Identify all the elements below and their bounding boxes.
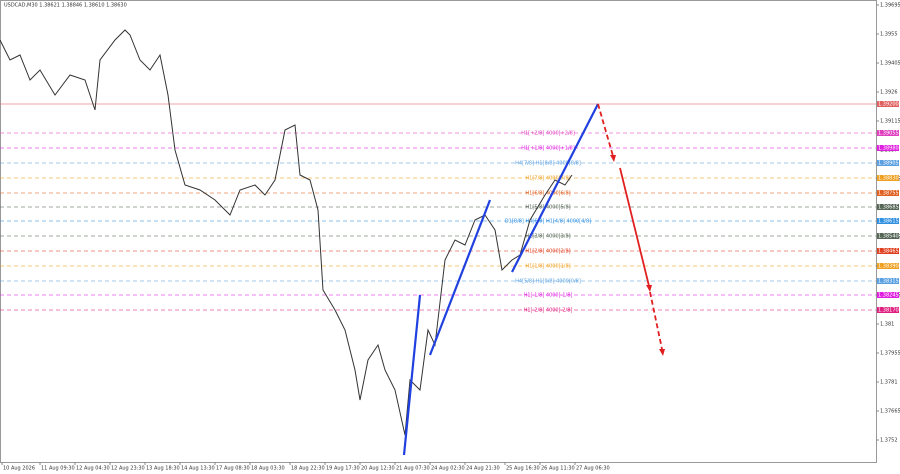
price-tag xyxy=(877,204,899,210)
price-tag-label: 1.38685 xyxy=(878,205,899,211)
trend-line xyxy=(428,199,492,356)
level-label: H1[+2/8] 4000[+2/8] xyxy=(521,131,575,137)
x-tick-label: 13 Aug 18:30 xyxy=(146,466,180,472)
y-tick-label: 1.39695 xyxy=(880,3,900,9)
level-label: H4[5/8] H1[0/8] 4000[0/8] xyxy=(515,279,581,285)
x-tick-label: 26 Aug 11:30 xyxy=(541,466,575,472)
price-tag-label: 1.38830 xyxy=(878,176,899,182)
level-label: H1[5/8] 4000[5/8] xyxy=(525,205,570,211)
y-tick-label: 1.3752 xyxy=(880,438,898,444)
level-label: H1[+1/8] 4000[+1/8] xyxy=(521,146,575,152)
x-tick-label: 10 Aug 2026 xyxy=(3,466,35,472)
price-tag xyxy=(877,145,899,151)
y-tick-label: 1.37665 xyxy=(880,409,900,415)
chart-title: USDCAD,M30 1.38621 1.38846 1.38610 1.386… xyxy=(4,3,127,9)
price-tag-label: 1.38905 xyxy=(878,161,899,167)
price-tag-label: 1.38755 xyxy=(878,191,899,197)
price-tag xyxy=(877,233,899,239)
arrow-head xyxy=(646,285,652,292)
level-label: H1[-1/8] 4000[-1/8] xyxy=(524,293,573,299)
price-tag-label: 1.38980 xyxy=(878,146,899,152)
x-tick-label: 14 Aug 13:30 xyxy=(181,466,215,472)
price-tag xyxy=(877,307,899,313)
price-tag-label: 1.38390 xyxy=(878,264,899,270)
price-tag-label: 1.38615 xyxy=(878,219,899,225)
x-tick-label: 25 Aug 16:30 xyxy=(506,466,540,472)
price-tag xyxy=(877,160,899,166)
price-tag-label: 1.38315 xyxy=(878,279,899,285)
drawings xyxy=(402,103,665,456)
level-label: H1[2/8] 4000[2/8] xyxy=(525,249,570,255)
level-label: H1[6/8] 4000[6/8] xyxy=(525,191,570,197)
arrow-head xyxy=(610,155,616,162)
x-tick-label: 12 Aug 23:30 xyxy=(111,466,145,472)
level-label: H1[1/8] 4000[1/8] xyxy=(525,264,570,270)
price-tag xyxy=(877,278,899,284)
price-tag xyxy=(877,248,899,254)
x-tick-label: 27 Aug 06:30 xyxy=(576,466,610,472)
level-label: D1[8/8] H4[6/8] H1[4/8] 4000[4/8] xyxy=(505,219,591,225)
price-tag xyxy=(877,263,899,269)
x-tick-label: 24 Aug 02:30 xyxy=(431,466,465,472)
price-tag-label: 1.38170 xyxy=(878,308,899,314)
y-tick-label: 1.39405 xyxy=(880,61,900,67)
x-tick-label: 11 Aug 09:30 xyxy=(41,466,75,472)
y-tick-label: 1.3781 xyxy=(880,380,898,386)
y-tick-label: 1.3926 xyxy=(880,90,898,96)
x-tick-label: 24 Aug 21:30 xyxy=(466,466,500,472)
price-tag xyxy=(877,292,899,298)
x-tick-label: 18 Aug 22:30 xyxy=(291,466,325,472)
price-tag-label: 1.39200 xyxy=(878,102,899,108)
x-tick-label: 20 Aug 12:30 xyxy=(361,466,395,472)
forecast-arrow xyxy=(597,103,614,157)
x-tick-label: 21 Aug 07:30 xyxy=(396,466,430,472)
y-tick-label: 1.3955 xyxy=(880,32,898,38)
price-tag xyxy=(877,218,899,224)
price-tag xyxy=(877,190,899,196)
forecast-arrow xyxy=(619,167,650,287)
price-tag xyxy=(877,130,899,136)
x-tick-label: 19 Aug 17:30 xyxy=(326,466,360,472)
y-tick-label: 1.381 xyxy=(880,322,894,328)
level-label: H1[3/8] 4000[3/8] xyxy=(525,234,570,240)
price-tag xyxy=(877,175,899,181)
price-tag-label: 1.38540 xyxy=(878,234,899,240)
price-tag xyxy=(877,101,899,107)
x-tick-label: 17 Aug 08:30 xyxy=(216,466,250,472)
x-tick-label: 12 Aug 04:30 xyxy=(76,466,110,472)
price-tag-label: 1.38465 xyxy=(878,249,899,255)
price-tag-label: 1.39055 xyxy=(878,131,899,137)
forecast-arrow xyxy=(649,291,663,350)
price-line xyxy=(0,29,573,436)
level-label: H1[7/8] 4000[7/8] xyxy=(525,176,570,182)
level-label: H4[7/8] H1[8/8] 4000[8/8] xyxy=(515,161,581,167)
level-label: H1[-2/8] 4000[-2/8] xyxy=(524,308,573,314)
arrow-head xyxy=(659,349,665,356)
plot-frame xyxy=(0,0,877,463)
y-tick-label: 1.37955 xyxy=(880,351,900,357)
trend-line xyxy=(402,294,422,456)
y-tick-label: 1.39115 xyxy=(880,119,900,125)
price-tag-label: 1.38245 xyxy=(878,293,899,299)
x-tick-label: 18 Aug 03:30 xyxy=(251,466,285,472)
trend-line xyxy=(511,103,599,273)
